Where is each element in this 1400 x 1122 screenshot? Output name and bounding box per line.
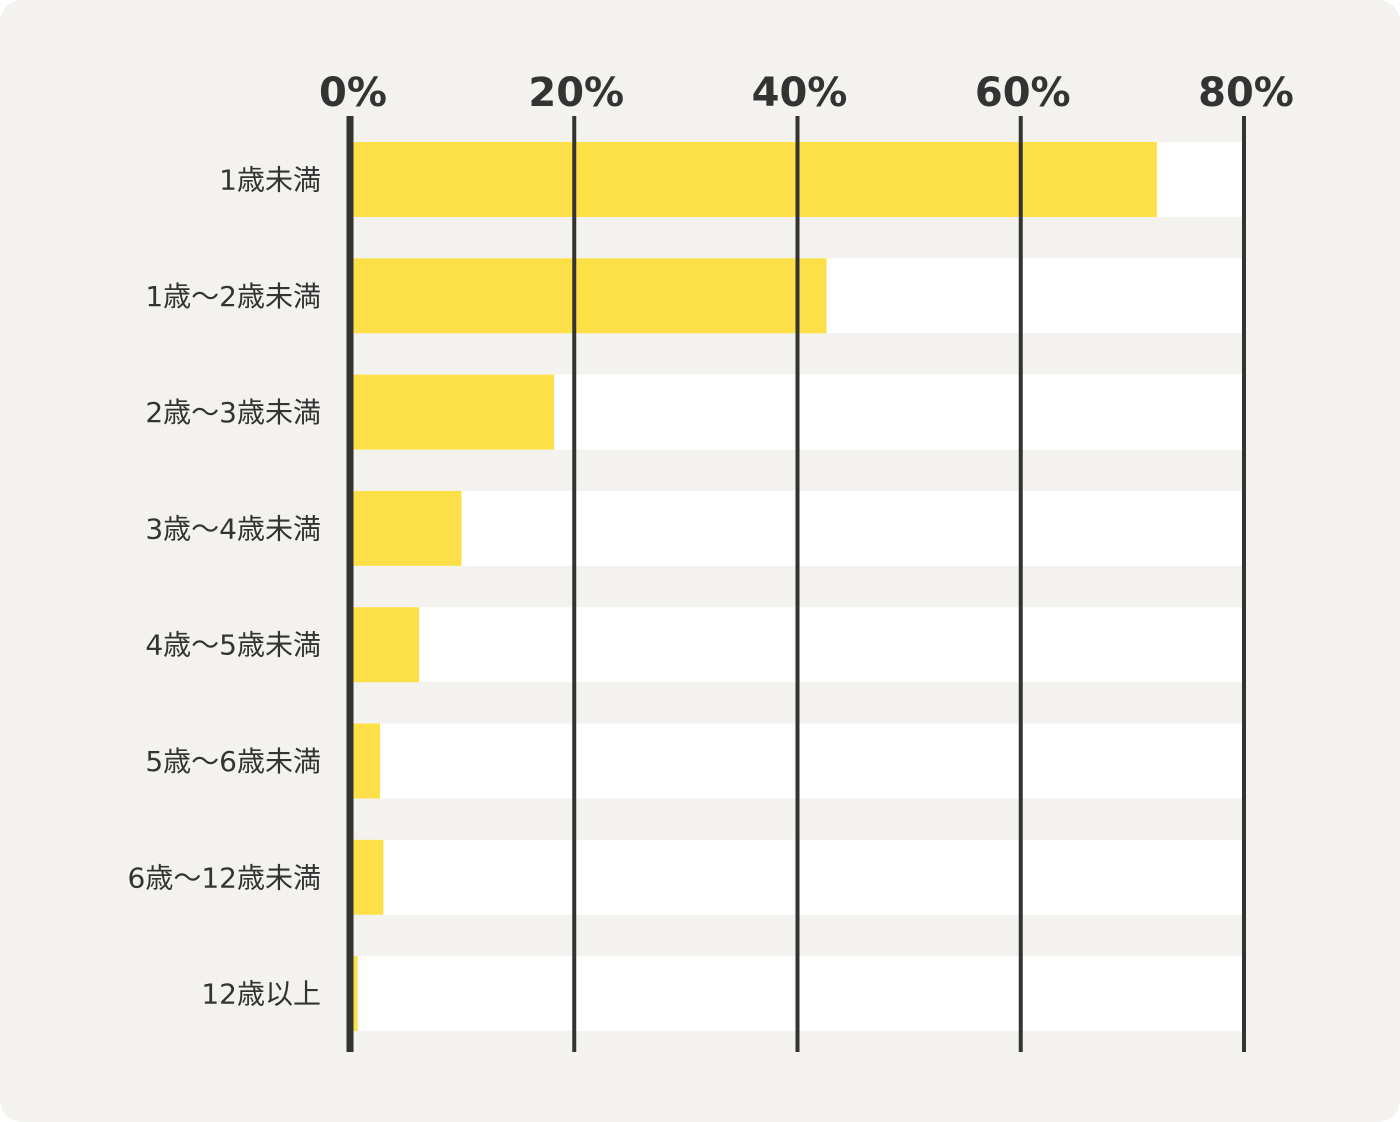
bar xyxy=(351,607,420,683)
tick-label: 20% xyxy=(528,70,624,116)
tick-label: 80% xyxy=(1198,70,1294,116)
bar xyxy=(351,723,381,799)
bar xyxy=(351,956,358,1032)
category-label: 1歳〜2歳未満 xyxy=(145,280,321,313)
x-tick-labels: 0% 20% 40% 60% 80% xyxy=(319,70,1294,116)
bar xyxy=(351,490,462,566)
tick-label: 40% xyxy=(752,70,848,116)
category-label: 6歳〜12歳未満 xyxy=(128,861,321,894)
gridlines xyxy=(346,116,1246,1052)
bar xyxy=(351,839,384,915)
bar xyxy=(351,142,1157,217)
category-label: 3歳〜4歳未満 xyxy=(145,512,321,545)
category-label: 5歳〜6歳未満 xyxy=(145,745,321,778)
y-category-labels: 1歳未満 1歳〜2歳未満 2歳〜3歳未満 3歳〜4歳未満 4歳〜5歳未満 5歳〜6歳未満 6… xyxy=(128,164,321,1011)
category-label: 1歳未満 xyxy=(219,164,321,197)
bar xyxy=(351,374,555,450)
category-label: 4歳〜5歳未満 xyxy=(145,629,321,662)
category-label: 12歳以上 xyxy=(201,978,321,1011)
category-label: 2歳〜3歳未満 xyxy=(145,396,321,429)
tick-label: 60% xyxy=(975,70,1071,116)
bar xyxy=(351,258,827,334)
tick-label: 0% xyxy=(319,70,387,116)
